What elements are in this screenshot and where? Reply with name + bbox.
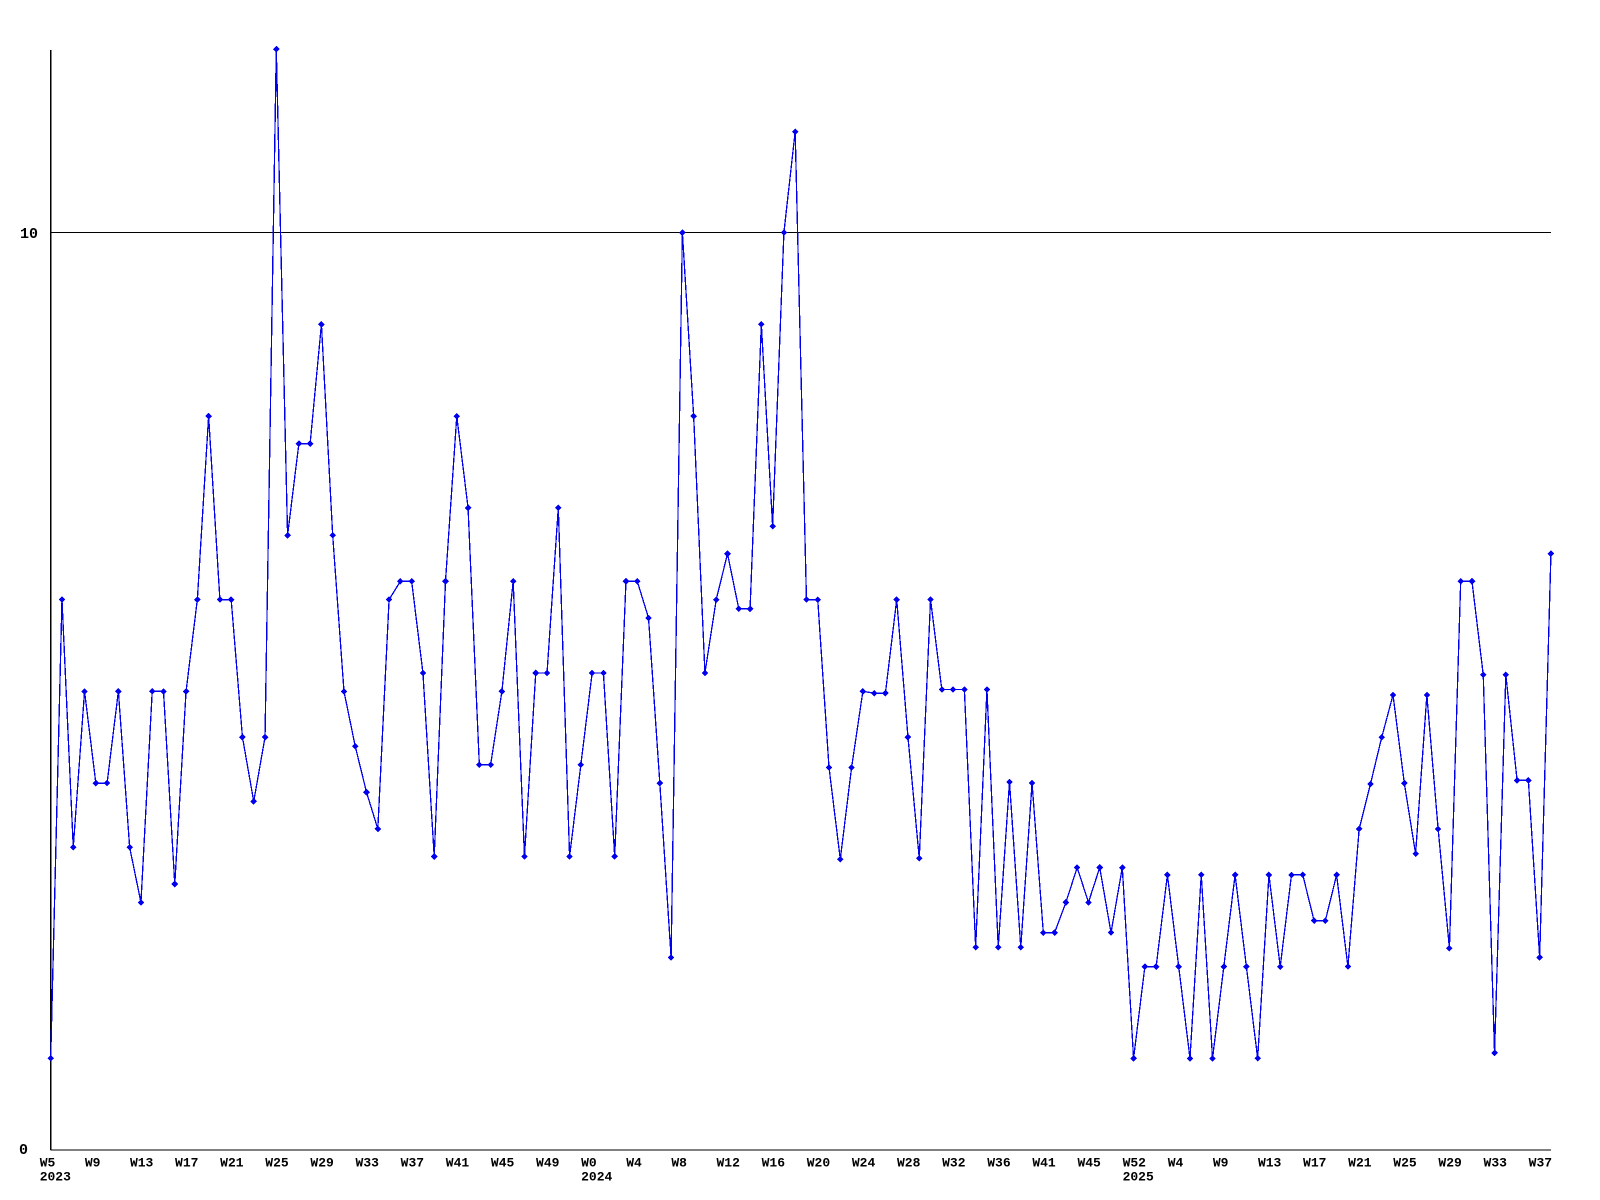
svg-text:W33: W33 — [1484, 1156, 1508, 1171]
svg-text:W24: W24 — [852, 1156, 876, 1171]
svg-text:W8: W8 — [671, 1156, 687, 1171]
svg-text:W21: W21 — [220, 1156, 244, 1171]
svg-text:W20: W20 — [807, 1156, 831, 1171]
svg-text:W0: W0 — [581, 1156, 597, 1171]
svg-text:W49: W49 — [536, 1156, 560, 1171]
svg-text:W21: W21 — [1348, 1156, 1372, 1171]
svg-text:W32: W32 — [942, 1156, 966, 1171]
svg-text:W4: W4 — [1168, 1156, 1184, 1171]
svg-text:W25: W25 — [265, 1156, 289, 1171]
svg-text:W9: W9 — [85, 1156, 101, 1171]
svg-text:W28: W28 — [897, 1156, 921, 1171]
svg-text:W45: W45 — [491, 1156, 515, 1171]
svg-text:W33: W33 — [356, 1156, 380, 1171]
svg-text:W25: W25 — [1393, 1156, 1417, 1171]
svg-text:W17: W17 — [175, 1156, 198, 1171]
svg-text:W9: W9 — [1213, 1156, 1229, 1171]
svg-text:W4: W4 — [626, 1156, 642, 1171]
svg-text:W29: W29 — [310, 1156, 334, 1171]
svg-text:W16: W16 — [762, 1156, 786, 1171]
svg-text:W13: W13 — [1258, 1156, 1282, 1171]
svg-text:W45: W45 — [1077, 1156, 1101, 1171]
svg-text:W52: W52 — [1123, 1156, 1147, 1171]
svg-text:W37: W37 — [1529, 1156, 1552, 1171]
svg-text:W12: W12 — [717, 1156, 741, 1171]
svg-text:W36: W36 — [987, 1156, 1011, 1171]
svg-text:W5: W5 — [40, 1156, 56, 1171]
svg-text:W37: W37 — [401, 1156, 424, 1171]
svg-text:W29: W29 — [1438, 1156, 1462, 1171]
svg-text:0: 0 — [19, 1142, 28, 1159]
svg-text:W17: W17 — [1303, 1156, 1326, 1171]
svg-text:10: 10 — [20, 226, 38, 243]
svg-text:2024: 2024 — [581, 1170, 612, 1185]
svg-text:2023: 2023 — [40, 1170, 71, 1185]
svg-text:W41: W41 — [1032, 1156, 1056, 1171]
svg-text:W41: W41 — [446, 1156, 470, 1171]
svg-text:2025: 2025 — [1123, 1170, 1154, 1185]
svg-text:W13: W13 — [130, 1156, 154, 1171]
